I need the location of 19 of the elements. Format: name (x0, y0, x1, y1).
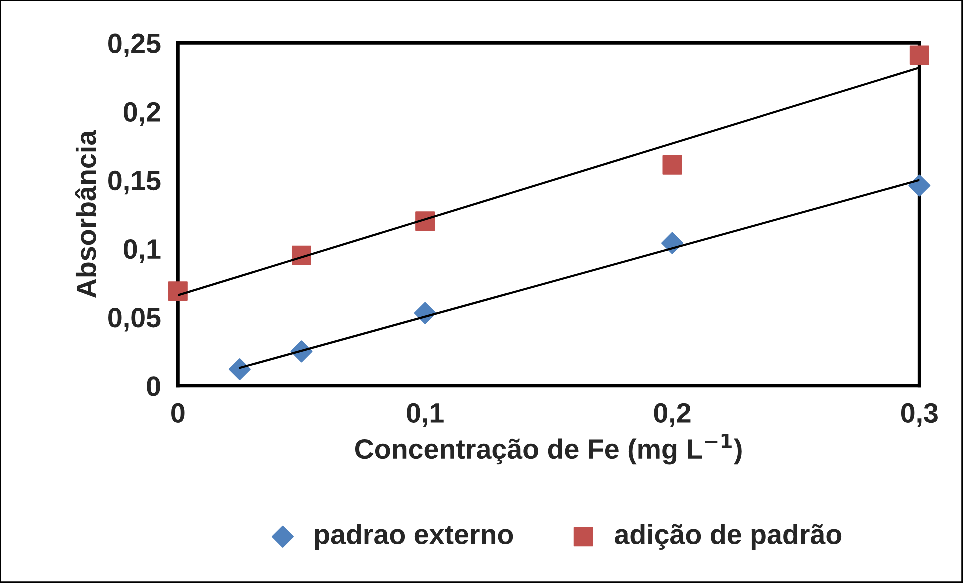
x-tick-label: 0 (172, 403, 185, 424)
legend-label: padrao externo (315, 524, 514, 550)
point (228, 358, 251, 380)
point (910, 46, 930, 66)
y-tick-label: 0,15 (108, 170, 161, 195)
point (908, 174, 931, 197)
x-tick-label: 0,2 (654, 403, 691, 428)
legend-label: adição de padrão (615, 524, 842, 550)
y-tick-label: 0,05 (108, 308, 161, 332)
x-axis-title: Concentração de Fe (mg L$^{−1}$) (355, 434, 742, 465)
y-tick-label: 0,2 (124, 102, 160, 126)
y-tick-label: 0,25 (108, 34, 161, 58)
y-tick-label: 0 (147, 376, 160, 396)
x-tick-label: 0,3 (901, 403, 938, 428)
x-tick-label: 0,1 (407, 403, 444, 428)
point (662, 155, 682, 175)
point (168, 282, 188, 302)
y-tick-label: 0,1 (124, 239, 161, 264)
y-axis-title: Absorbância (75, 130, 96, 298)
